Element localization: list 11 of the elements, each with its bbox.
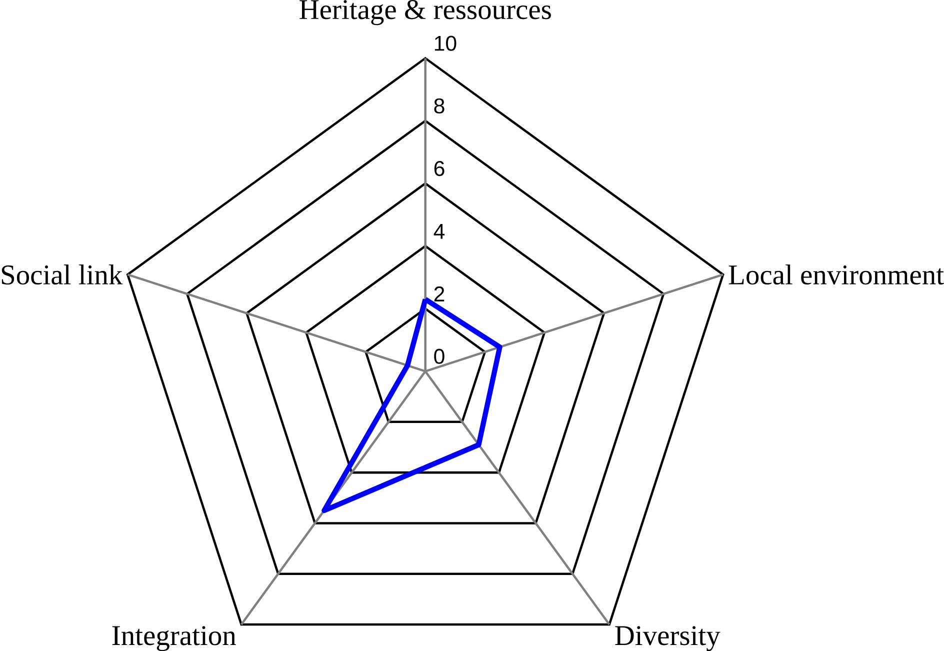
spoke-label: Heritage & ressources bbox=[300, 0, 551, 26]
y-tick-label: 4 bbox=[434, 224, 445, 239]
y-tick-label: 0 bbox=[434, 348, 444, 364]
spoke-label: Local environment bbox=[728, 264, 944, 285]
spoke-label: Social link bbox=[2, 264, 123, 285]
y-tick-label: 6 bbox=[434, 160, 444, 176]
spoke-label: Diversity bbox=[615, 626, 720, 651]
y-tick-label: 2 bbox=[434, 286, 444, 302]
y-tick-label: 8 bbox=[434, 98, 444, 114]
spoke-label: Integration bbox=[112, 626, 236, 651]
y-tick-label: 10 bbox=[434, 36, 456, 51]
